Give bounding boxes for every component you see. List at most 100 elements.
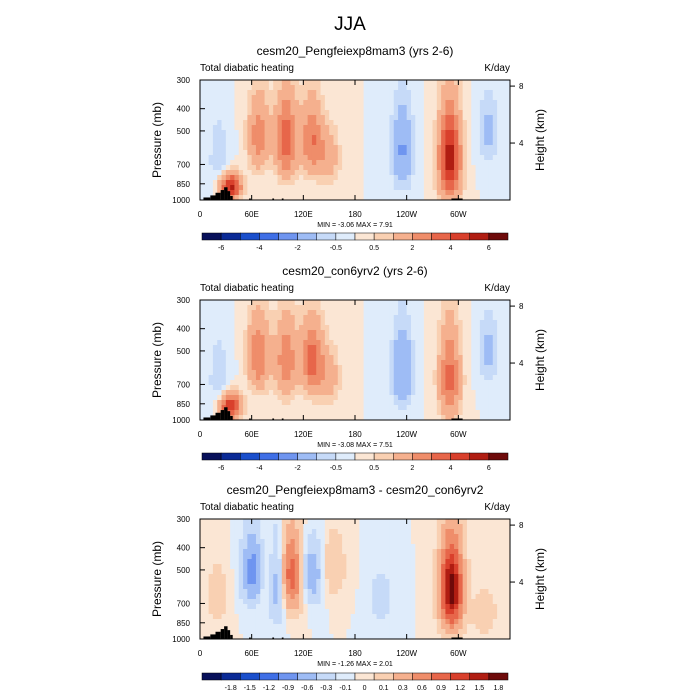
heatmap-cell (359, 125, 365, 131)
heatmap-cell (286, 390, 291, 396)
heatmap-cell (497, 80, 502, 86)
heatmap-cell (217, 315, 222, 321)
heatmap-cell (454, 345, 459, 351)
heatmap-cell (234, 105, 240, 111)
heatmap-cell (501, 345, 507, 351)
heatmap-cell (355, 599, 360, 605)
heatmap-cell (355, 529, 360, 535)
heatmap-cell (324, 405, 330, 411)
heatmap-cell (342, 415, 347, 421)
heatmap-cell (204, 604, 210, 610)
heatmap-cell (445, 315, 451, 321)
heatmap-cell (385, 85, 390, 91)
heatmap-cell (475, 165, 481, 171)
heatmap-cell (307, 310, 313, 316)
heatmap-cell (238, 350, 244, 356)
heatmap-cell (402, 335, 408, 341)
heatmap-cell (380, 579, 386, 585)
heatmap-cell (286, 569, 291, 575)
heatmap-cell (255, 165, 261, 171)
heatmap-cell (299, 100, 304, 106)
heatmap-cell (251, 539, 257, 545)
heatmap-cell (359, 564, 365, 570)
heatmap-cell (359, 589, 365, 595)
heatmap-cell (423, 549, 429, 555)
heatmap-cell (488, 335, 494, 341)
heatmap-cell (497, 185, 502, 191)
heatmap-cell (462, 315, 468, 321)
heatmap-cell (393, 345, 399, 351)
heatmap-cell (479, 365, 485, 371)
heatmap-cell (307, 589, 313, 595)
heatmap-cell (307, 385, 313, 391)
heatmap-cell (454, 609, 459, 615)
heatmap-cell (479, 370, 485, 376)
heatmap-cell (458, 150, 464, 156)
heatmap-cell (255, 135, 261, 141)
heatmap-cell (372, 574, 377, 580)
heatmap-cell (505, 375, 511, 381)
heatmap-cell (255, 405, 261, 411)
heatmap-cell (367, 370, 373, 376)
heatmap-cell (462, 534, 468, 540)
heatmap-cell (307, 330, 313, 336)
heatmap-cell (200, 415, 205, 421)
heatmap-cell (471, 140, 476, 146)
heatmap-cell (320, 534, 326, 540)
heatmap-cell (501, 589, 507, 595)
heatmap-cell (346, 609, 352, 615)
heatmap-cell (410, 390, 416, 396)
heatmap-cell (346, 145, 352, 151)
heatmap-cell (402, 390, 408, 396)
heatmap-cell (200, 305, 205, 311)
heatmap-cell (505, 355, 511, 361)
heatmap-cell (243, 85, 248, 91)
heatmap-cell (471, 594, 476, 600)
heatmap-cell (281, 370, 287, 376)
heatmap-cell (501, 539, 507, 545)
heatmap-cell (428, 400, 433, 406)
panel-1-heatmap (200, 80, 511, 201)
heatmap-cell (320, 544, 326, 550)
heatmap-cell (402, 539, 408, 545)
heatmap-cell (441, 400, 446, 406)
heatmap-cell (372, 405, 377, 411)
heatmap-cell (471, 345, 476, 351)
heatmap-cell (488, 609, 494, 615)
heatmap-cell (337, 325, 343, 331)
heatmap-cell (277, 534, 283, 540)
heatmap-cell (255, 125, 261, 131)
heatmap-cell (333, 335, 339, 341)
heatmap-cell (277, 395, 283, 401)
heatmap-cell (255, 365, 261, 371)
heatmap-cell (225, 95, 231, 101)
heatmap-cell (264, 300, 270, 306)
heatmap-cell (316, 340, 321, 346)
heatmap-cell (436, 80, 442, 86)
heatmap-cell (471, 579, 476, 585)
heatmap-cell (454, 365, 459, 371)
heatmap-cell (337, 305, 343, 311)
heatmap-cell (415, 609, 420, 615)
heatmap-cell (247, 315, 253, 321)
heatmap-cell (286, 175, 291, 181)
heatmap-cell (324, 554, 330, 560)
heatmap-cell (212, 360, 218, 366)
heatmap-cell (204, 300, 210, 306)
heatmap-cell (466, 135, 472, 141)
heatmap-cell (337, 120, 343, 126)
heatmap-cell (238, 559, 244, 565)
heatmap-cell (449, 305, 455, 311)
heatmap-cell (488, 140, 494, 146)
heatmap-cell (359, 559, 365, 565)
heatmap-cell (277, 385, 283, 391)
heatmap-cell (432, 554, 438, 560)
heatmap-cell (497, 589, 502, 595)
heatmap-cell (419, 100, 425, 106)
heatmap-cell (466, 609, 472, 615)
heatmap-cell (255, 385, 261, 391)
heatmap-cell (393, 120, 399, 126)
heatmap-cell (311, 190, 317, 196)
heatmap-cell (307, 564, 313, 570)
heatmap-cell (454, 115, 459, 121)
